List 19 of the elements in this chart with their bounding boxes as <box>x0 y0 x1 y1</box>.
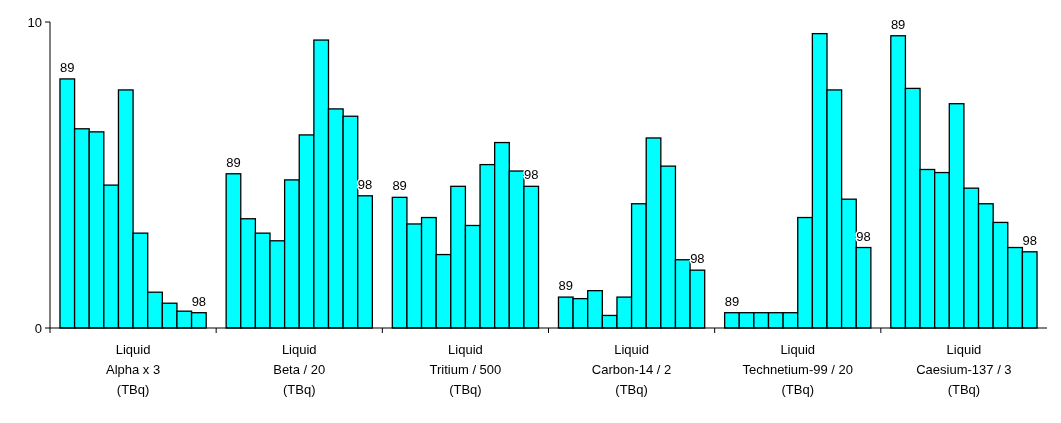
text: 89 <box>558 278 574 294</box>
x-tick-label: Liquid Technetium-99 / 20 (TBq) <box>742 342 854 397</box>
text: 89 <box>226 154 241 170</box>
text: 89 <box>724 293 740 309</box>
series-label: 98 <box>191 293 207 309</box>
text: 98 <box>357 176 373 192</box>
text: 98 <box>690 251 705 267</box>
series-label: 89 <box>60 59 75 75</box>
y-tick-label: 0 <box>34 321 42 336</box>
text: 98 <box>856 228 871 244</box>
x-tick-label: Liquid Alpha x 3 (TBq) <box>105 342 161 397</box>
text: 89 <box>392 178 407 194</box>
x-tick-label: Liquid Caesium-137 / 3 (TBq) <box>916 342 1012 397</box>
text: 89 <box>890 16 906 32</box>
x-tick-label: Liquid Carbon-14 / 2 (TBq) <box>591 342 672 397</box>
x-tick-label: Liquid Tritium / 500 (TBq) <box>429 342 502 397</box>
text: 98 <box>1022 232 1037 248</box>
x-tick-label: Liquid Beta / 20 (TBq) <box>273 342 326 397</box>
y-tick-label: 10 <box>27 15 42 30</box>
